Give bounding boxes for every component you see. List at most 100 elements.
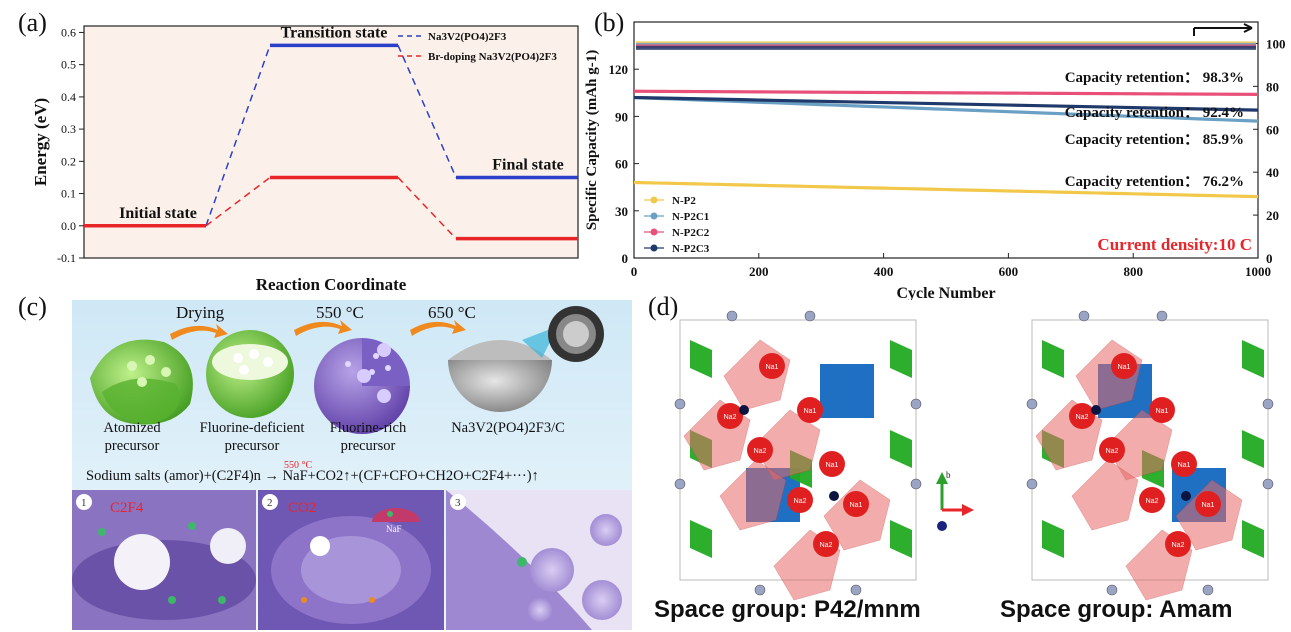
caption-right-space-group: Space group: Amam — [1000, 596, 1233, 623]
y-tick-label: 0.3 — [61, 122, 76, 136]
na-atom-label: Na1 — [1178, 462, 1191, 469]
vanadium-atom — [910, 398, 922, 410]
na-atom-label: Na2 — [1172, 542, 1185, 549]
capacity-trace-N-P2C3 — [633, 95, 1259, 112]
y-tick-label: 30 — [615, 204, 628, 219]
na-atom — [787, 487, 813, 513]
chart-a-state-labels: Initial state Transition state Final state — [119, 24, 564, 221]
legend-label: N-P2C2 — [672, 227, 710, 239]
retention-label: Capacity retention： 76.2% — [1065, 174, 1244, 190]
vanadium-atom — [804, 310, 816, 322]
vanadium-atom — [1026, 398, 1038, 410]
inset-2-number: 2 — [267, 497, 273, 509]
panel-label-a: (a) — [18, 8, 47, 37]
y-tick-label: 0.4 — [61, 90, 76, 104]
vanadium-atom — [1078, 310, 1090, 322]
vanadium-atom — [726, 310, 738, 322]
na-atom — [1195, 491, 1221, 517]
na-atom — [759, 353, 785, 379]
inset-1-number: 1 — [81, 497, 87, 509]
y-tick-label: 0.0 — [61, 219, 76, 233]
inset-number-badges: 1 2 3 — [76, 494, 466, 510]
chart-a-lines — [84, 43, 578, 241]
na-atom-label: Na1 — [1118, 364, 1131, 371]
na-atom — [1149, 397, 1175, 423]
fluorine-deficient-precursor-graphic — [206, 330, 294, 418]
arrow-label-550: 550 °C — [316, 303, 364, 322]
y-tick-label: 60 — [615, 157, 628, 172]
vanadium-atom — [1262, 398, 1274, 410]
energy-connector-1-1 — [397, 176, 457, 240]
nao-polyhedron — [1071, 459, 1139, 531]
energy-connector-0-0 — [205, 45, 271, 227]
caption-left-space-group: Space group: P42/mnm — [654, 596, 921, 623]
po4-tetrahedron — [890, 430, 912, 468]
y-tick-label: 120 — [609, 62, 629, 77]
x-tick-label: 0 — [631, 264, 638, 279]
legend-label: N-P2C3 — [672, 243, 710, 255]
step-caption-line: Fluorine-rich — [330, 420, 407, 436]
na-atom-label: Na1 — [1202, 502, 1215, 509]
vanadium-atom — [910, 478, 922, 490]
po4-tetrahedron — [890, 340, 912, 378]
state-label: Final state — [492, 156, 564, 173]
state-label: Transition state — [281, 24, 388, 41]
capacity-trace-N-P2C1 — [633, 95, 1259, 123]
na-atom-label: Na1 — [766, 364, 779, 371]
energy-profile-chart: 0.6 0.5 0.4 0.3 0.2 0.1 0.0 -0.1 Initial state T… — [31, 24, 579, 294]
po4-tetrahedron — [1242, 520, 1264, 558]
na-atom-label: Na2 — [794, 498, 807, 505]
axis-b-label: b — [946, 470, 951, 480]
fluorine-center — [1091, 405, 1101, 415]
y2-tick-label: 60 — [1266, 122, 1279, 137]
equation-temperature: 550 °C — [284, 460, 312, 471]
reaction-equation: Sodium salts (amor)+(C2F4)n → NaF+CO2↑+(… — [86, 468, 539, 484]
vanadium-atom — [674, 478, 686, 490]
structure-amam: Na1 Na2 Na1 Na2 Na1 Na2 Na1 Na2 — [1026, 310, 1274, 601]
chart-a-y-ticks: 0.6 0.5 0.4 0.3 0.2 0.1 0.0 -0.1 — [57, 25, 84, 265]
po4-tetrahedron — [690, 520, 712, 558]
chart-a-legend: Na3V2(PO4)2F3 Br-doping Na3V2(PO4)2F3 — [398, 31, 557, 63]
axis-indicator: b — [936, 470, 974, 531]
x-tick-label: 800 — [1123, 264, 1143, 279]
po4-tetrahedron — [690, 340, 712, 378]
na-atom — [819, 451, 845, 477]
y-tick-label: -0.1 — [57, 251, 76, 265]
fluorine-rich-precursor-graphic — [314, 338, 410, 434]
inset-3 — [446, 490, 632, 630]
capacity-trace-N-P2C2 — [633, 89, 1259, 96]
inset-1 — [72, 490, 256, 630]
x-tick-label: 200 — [749, 264, 769, 279]
legend-label: Br-doping Na3V2(PO4)2F3 — [428, 51, 557, 63]
x-tick-label: 400 — [874, 264, 894, 279]
y-tick-label: 0.6 — [61, 25, 76, 39]
y2-tick-label: 100 — [1266, 36, 1286, 51]
na-atom — [1111, 353, 1137, 379]
na-atom — [1069, 403, 1095, 429]
na-atom-label: Na2 — [724, 414, 737, 421]
chart-a-ylabel: Energy (eV) — [31, 98, 50, 186]
na-atom — [813, 531, 839, 557]
arrow-label-650: 650 °C — [428, 303, 476, 322]
inset-2 — [258, 490, 444, 630]
y-tick-label: 0.2 — [61, 154, 76, 168]
retention-label: Capacity retention： 85.9% — [1065, 132, 1244, 148]
panel-label-b: (b) — [594, 8, 625, 37]
na-atom — [1099, 437, 1125, 463]
na-atom-label: Na1 — [850, 502, 863, 509]
y2-tick-label: 0 — [1266, 251, 1273, 266]
structure-p42mnm: Na1 Na2 Na1 Na2 Na1 Na2 Na1 Na2 — [674, 310, 922, 601]
gas-co2-label: CO2 — [288, 500, 316, 516]
vanadium-atom — [1262, 478, 1274, 490]
legend-label: N-P2 — [672, 195, 696, 207]
x-tick-label: 600 — [999, 264, 1019, 279]
vanadium-atom — [674, 398, 686, 410]
chart-b-series — [633, 41, 1259, 199]
na-atom-label: Na1 — [804, 408, 817, 415]
energy-connector-0-1 — [397, 45, 457, 178]
step-caption-line: precursor — [105, 438, 160, 454]
po4-tetrahedron — [1242, 430, 1264, 468]
y-tick-label: 0.1 — [61, 187, 76, 201]
na-atom-label: Na2 — [820, 542, 833, 549]
step-caption-line: precursor — [225, 438, 280, 454]
